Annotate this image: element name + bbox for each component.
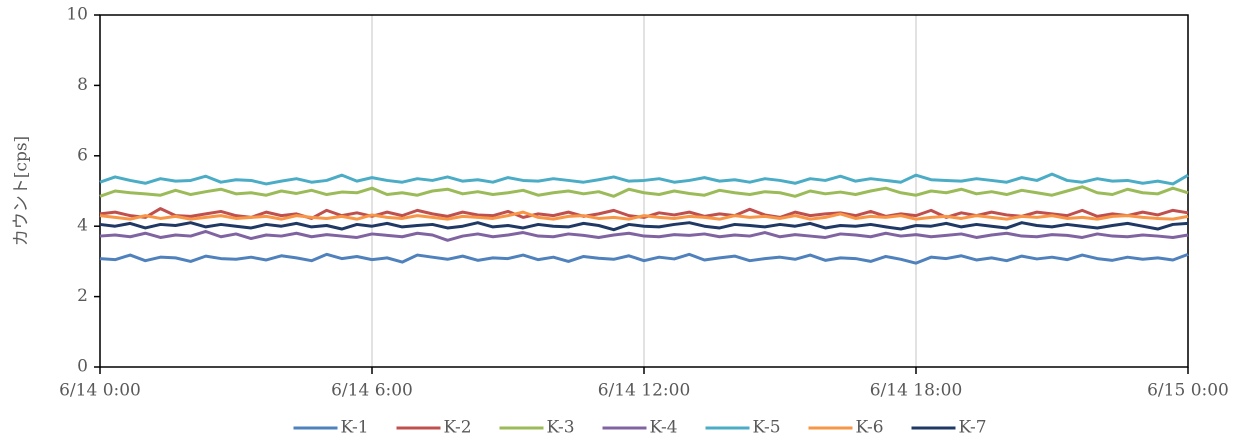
y-axis-title: カウント[cps]	[12, 136, 32, 246]
y-tick-label: 6	[77, 145, 88, 165]
y-tick-label: 4	[77, 216, 88, 236]
x-tick-label: 6/14 6:00	[331, 381, 413, 401]
series-line	[99, 172, 1189, 186]
y-tick-label: 8	[77, 75, 88, 95]
legend-label: K-2	[444, 418, 472, 438]
legend-label: K-7	[959, 418, 987, 438]
series-line	[99, 185, 1189, 198]
x-tick-label: 6/15 0:00	[1147, 381, 1229, 401]
legend-label: K-6	[856, 418, 884, 438]
plot-border	[99, 14, 1189, 368]
legend-label: K-4	[650, 418, 678, 438]
y-tick-label: 0	[77, 357, 88, 377]
y-tick-label: 2	[77, 286, 88, 306]
series-line	[99, 221, 1189, 232]
series-line	[99, 210, 1189, 221]
y-tick-label: 10	[66, 5, 88, 25]
series-line	[99, 229, 1189, 242]
x-tick-label: 6/14 12:00	[598, 381, 691, 401]
legend-label: K-1	[341, 418, 369, 438]
legend-label: K-5	[753, 418, 781, 438]
x-tick-label: 6/14 18:00	[870, 381, 963, 401]
legend-label: K-3	[547, 418, 575, 438]
series-line	[99, 252, 1189, 265]
series-line	[99, 207, 1189, 220]
x-tick-label: 6/14 0:00	[59, 381, 141, 401]
